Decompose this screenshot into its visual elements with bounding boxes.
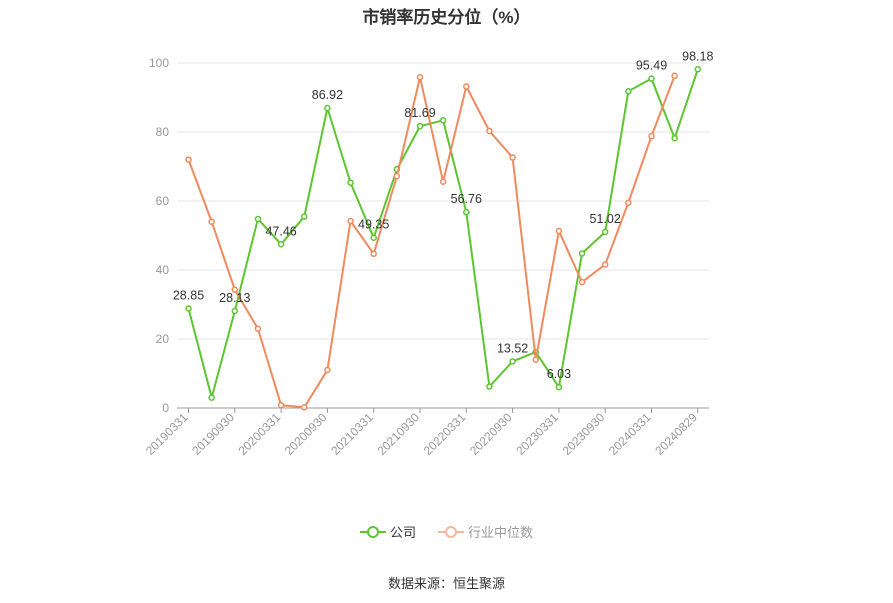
data-point: [439, 117, 447, 124]
data-point: [486, 127, 493, 135]
legend-label-industry-median: 行业中位数: [468, 525, 534, 540]
data-label: 6.03: [547, 367, 571, 381]
data-point: [578, 250, 586, 257]
data-label: 13.52: [497, 341, 528, 355]
data-point: [416, 73, 424, 81]
data-label: 28.13: [219, 291, 250, 305]
data-point: [370, 234, 377, 241]
y-tick-label: 20: [156, 332, 170, 346]
data-point: [509, 154, 516, 161]
data-point: [671, 134, 678, 142]
x-tick-label: 20200930: [282, 410, 330, 458]
legend-marker-company: [359, 525, 386, 538]
data-label: 56.76: [451, 192, 482, 206]
data-point: [509, 358, 516, 365]
legend-marker-industry-median: [438, 525, 464, 538]
x-tick-label: 20230331: [513, 410, 561, 458]
data-point: [671, 72, 678, 80]
data-point: [601, 228, 609, 236]
chart-title: 市销率历史分位（%）: [362, 8, 531, 27]
data-point: [370, 250, 377, 258]
data-label: 81.69: [404, 106, 435, 120]
data-point: [648, 75, 655, 82]
data-point: [555, 383, 563, 391]
data-point: [625, 88, 632, 95]
data-point: [463, 208, 470, 216]
data-point: [625, 199, 632, 206]
data-point: [601, 261, 609, 268]
x-tick-label: 20230930: [560, 410, 608, 458]
data-label: 49.35: [358, 218, 389, 232]
legend-item-company[interactable]: 公司: [359, 522, 416, 541]
data-point: [185, 156, 192, 163]
data-point: [463, 83, 470, 90]
data-point: [231, 286, 239, 293]
data-point: [648, 132, 655, 140]
data-point: [416, 122, 424, 130]
data-point: [532, 356, 539, 363]
data-point: [231, 307, 239, 315]
x-tick-label: 20220930: [467, 410, 515, 458]
data-point: [254, 215, 262, 223]
x-tick-label: 20200331: [236, 410, 284, 458]
y-tick-label: 80: [156, 125, 170, 139]
data-point: [277, 401, 285, 409]
data-label: 28.85: [173, 288, 204, 302]
data-point: [393, 172, 401, 180]
legend: 公司 行业中位数: [0, 522, 893, 541]
x-tick-label: 20190331: [143, 410, 191, 458]
data-point: [208, 394, 215, 401]
data-point: [486, 383, 493, 390]
data-label: 86.92: [312, 88, 343, 102]
data-point: [578, 278, 586, 286]
series-line-1: [187, 75, 676, 409]
data-label: 95.49: [636, 59, 667, 73]
x-tick-label: 20210930: [374, 410, 422, 458]
y-tick-label: 40: [156, 263, 170, 277]
data-point: [254, 325, 262, 332]
y-tick-label: 0: [162, 401, 169, 415]
data-point: [185, 305, 192, 312]
data-source: 数据来源：恒生聚源: [387, 576, 505, 591]
x-tick-label: 20220331: [421, 410, 469, 458]
x-tick-label: 20210331: [328, 410, 376, 458]
data-point: [301, 404, 308, 411]
data-point: [347, 217, 354, 225]
data-label: 47.46: [265, 224, 296, 238]
data-point: [324, 366, 331, 374]
data-point: [347, 179, 354, 186]
x-tick-label: 20190930: [189, 410, 237, 458]
x-tick-label: 20240829: [652, 410, 700, 458]
data-label: 98.18: [682, 49, 713, 63]
data-point: [324, 104, 331, 112]
legend-item-industry-median[interactable]: 行业中位数: [438, 522, 533, 541]
legend-label-company: 公司: [389, 525, 416, 540]
y-tick-label: 60: [156, 194, 170, 208]
data-point: [277, 241, 285, 248]
data-point: [694, 66, 702, 73]
data-label: 51.02: [590, 212, 621, 226]
data-point: [301, 213, 308, 220]
data-point: [555, 227, 563, 235]
data-point: [208, 218, 215, 225]
x-tick-label: 20240331: [606, 410, 654, 458]
data-point: [439, 178, 447, 185]
y-tick-label: 100: [149, 56, 169, 70]
